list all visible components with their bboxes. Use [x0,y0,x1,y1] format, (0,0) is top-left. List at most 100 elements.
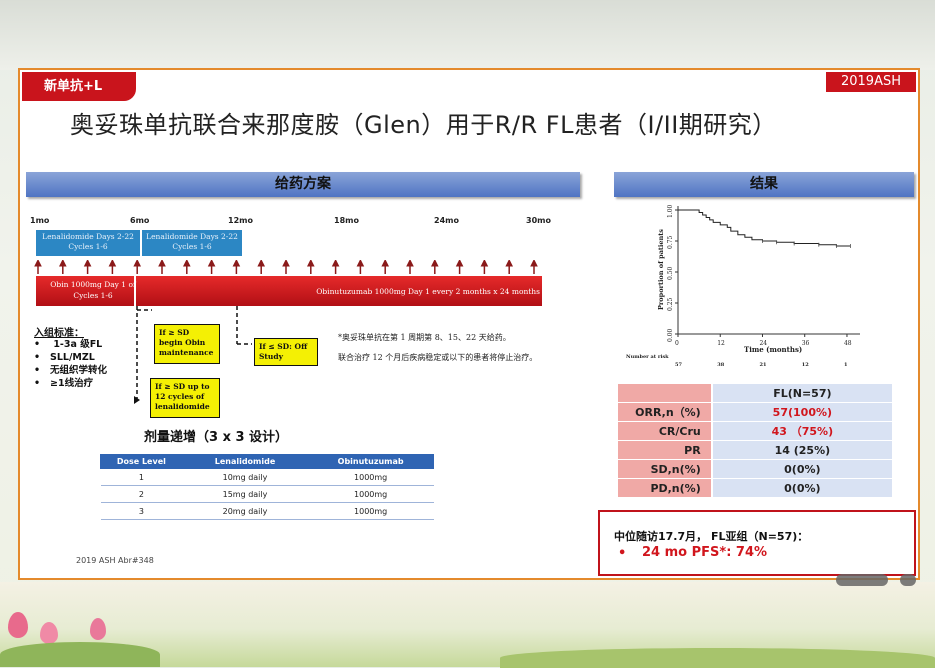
summary-line-1: 中位随访17.7月， FL亚组（N=57)： [614,530,809,543]
x-tick-label: 24 [759,340,767,347]
month-label: 24mo [434,216,459,225]
summary-bullet: • [618,546,627,561]
result-label: CR/Cru [618,421,712,441]
tag-label: 新单抗+L [22,72,136,101]
dose-arrow-head [58,260,67,267]
conference-badge: 2019ASH [826,72,916,92]
grass-decoration [500,648,935,668]
background-bottom [0,582,935,668]
summary-line-2: 24 mo PFS*: 74% [642,545,768,560]
dose-arrow-head [207,260,216,267]
dose-arrow-head [406,260,414,267]
x-tick-label: 36 [802,340,810,347]
risk-count: 1 [844,362,847,368]
dose-level-cell: 2 [100,485,183,503]
inclusion-list: • 1-3a 级FL • SLL/MZL • 无组织学转化 • ≥1线治疗 [34,338,107,390]
obinutuzumab-cell: 1000mg [307,468,434,486]
results-heading: 结果 [614,172,914,197]
dose-arrow-head [182,260,191,267]
lenalidomide-bar-2: Lenalidomide Days 2-22 Cycles 1-6 [142,230,242,256]
dose-level-cell: 1 [100,468,183,486]
results-table: FL(N=57) ORR,n（%) 57(100%) CR/Cru 43 （75… [618,384,892,498]
bar-divider [134,276,136,306]
dose-escalation-title: 剂量递增（3 x 3 设计） [144,430,289,445]
pfs-summary-box: 中位随访17.7月， FL亚组（N=57)： • 24 mo PFS*: 74% [598,510,916,576]
player-control[interactable] [900,574,916,586]
inclusion-item: • 无组织学转化 [34,365,108,376]
dose-arrow-head [306,260,315,267]
result-label: PR [618,440,712,460]
result-value: 0(0%) [710,459,892,479]
background-top [0,0,935,70]
flower-decoration [8,612,28,638]
dose-arrow-head [455,260,464,267]
obinutuzumab-cell: 1000mg [307,502,434,520]
dose-arrow-head [430,260,439,267]
dose-arrow-head [34,260,42,267]
dose-arrow-head [282,260,290,267]
y-tick-label: 1.00 [667,204,674,218]
dose-arrow-head [158,260,166,267]
table-row: 1 10mg daily 1000mg [100,468,434,486]
obinutuzumab-cell: 1000mg [307,485,434,503]
table-row: SD,n(%) 0(0%) [618,459,892,479]
maintenance-criteria-box: If ≥ SD begin Obin maintenance [154,324,220,364]
dose-arrow-head [133,260,142,267]
slide-title: 奥妥珠单抗联合来那度胺（Glen）用于R/R FL患者（I/II期研究） [70,111,777,139]
dosing-note-2: 联合治疗 12 个月后疾病稳定或以下的患者将停止治疗。 [338,353,538,362]
km-chart: 0.00 0.25 0.50 0.75 1.00 0 12 24 36 48 Time (mon… [626,204,860,368]
month-label: 12mo [228,216,253,225]
results-header-blank [618,384,712,403]
table-row: FL(N=57) [618,384,892,403]
result-label: SD,n(%) [618,459,712,479]
player-control[interactable] [836,574,888,586]
table-row: 3 20mg daily 1000mg [100,502,434,520]
dosing-note-1: *奥妥珠单抗在第 1 周期第 8、15、22 天给药。 [338,333,511,342]
table-row: ORR,n（%) 57(100%) [618,402,892,422]
lenalidomide-cell: 20mg daily [182,502,308,520]
risk-count: 57 [675,362,682,368]
slide: 新单抗+L 2019ASH 奥妥珠单抗联合来那度胺（Glen）用于R/R FL患… [18,68,920,580]
flower-decoration [90,618,106,640]
risk-count: 38 [717,362,724,368]
dose-arrow-head [530,260,538,267]
result-value: 14 (25%) [710,440,892,460]
x-axis-title: Time (months) [744,345,802,354]
risk-count: 21 [759,362,766,368]
km-survival-curve [678,209,851,247]
lenalidomide-bar-1: Lenalidomide Days 2-22 Cycles 1-6 [36,230,140,256]
obin-first-label: Obin 1000mg Day 1 of Cycles 1-6 [50,280,136,300]
result-value: 57(100%) [710,402,892,422]
y-tick-label: 0.00 [667,328,674,342]
dose-arrow-head [331,260,340,267]
y-tick-label: 0.75 [667,235,674,249]
table-row: PR 14 (25%) [618,440,892,460]
dose-arrow-head [83,260,92,267]
month-label: 18mo [334,216,359,225]
result-value: 0(0%) [710,478,892,498]
dose-arrow-head [480,260,489,267]
footnote: 2019 ASH Abr#348 [76,556,154,565]
table-row: 2 15mg daily 1000mg [100,485,434,503]
dosing-heading: 给药方案 [26,172,580,197]
dose-arrow-head [108,260,117,267]
off-study-box: If ≤ SD: Off Study [254,338,318,366]
month-label: 1mo [30,216,50,225]
dose-table-header: Obinutuzumab [307,454,434,469]
dose-arrow-head [257,260,266,267]
x-tick-label: 48 [844,340,852,347]
y-axis-title: Proportion of patients [657,229,665,310]
month-label: 30mo [526,216,551,225]
dose-arrow-head [505,260,514,267]
results-header: FL(N=57) [710,384,892,403]
x-tick-label: 0 [675,340,679,347]
lenalidomide-cell: 10mg daily [182,468,308,486]
table-row: PD,n(%) 0(0%) [618,478,892,498]
result-label: ORR,n（%) [618,402,712,422]
table-row: CR/Cru 43 （75%) [618,421,892,441]
flower-decoration [40,622,58,644]
grass-decoration [0,642,160,667]
result-label: PD,n(%) [618,478,712,498]
lenalidomide-cell: 15mg daily [182,485,308,503]
inclusion-title: 入组标准： [34,328,84,339]
